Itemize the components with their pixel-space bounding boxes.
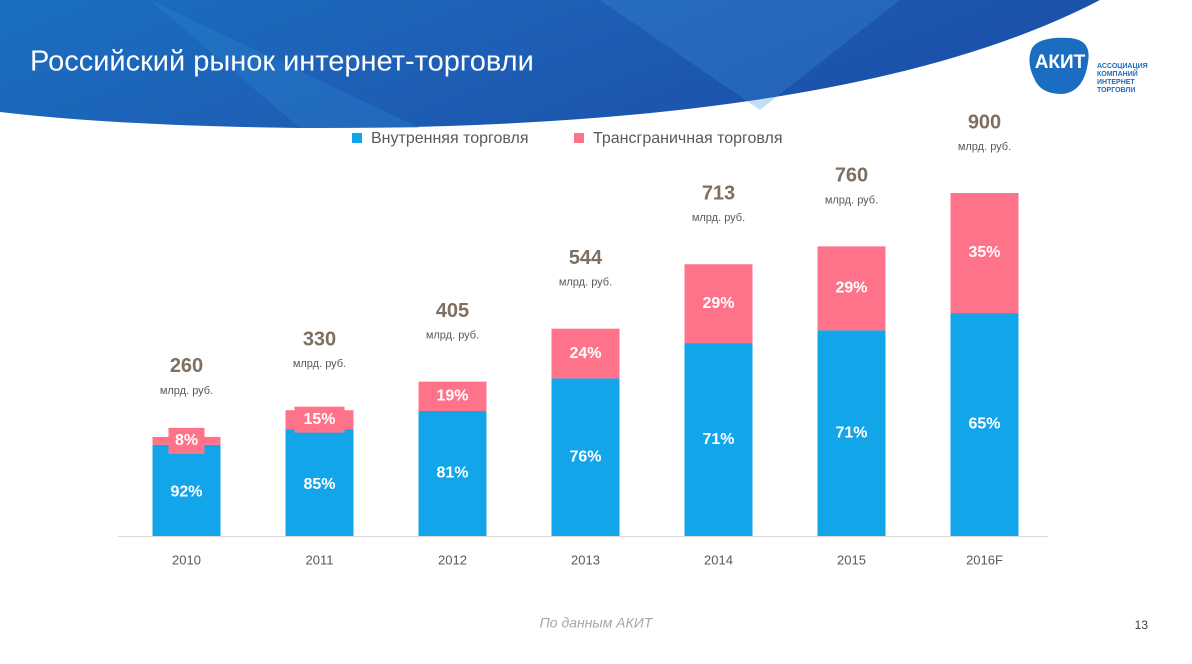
segment-label: 92% [170, 484, 202, 501]
bar-segment [950, 193, 1019, 314]
bar-segment [551, 378, 620, 536]
banner-facet [600, 0, 900, 110]
legend-swatch [352, 133, 362, 143]
x-tick-label: 2013 [571, 552, 600, 567]
segment-label: 8% [175, 432, 198, 449]
segment-label: 81% [436, 465, 468, 482]
logo-text: КОМПАНИЙ [1097, 69, 1138, 78]
banner-facet [150, 0, 420, 128]
segment-label: 71% [702, 431, 734, 448]
unit-label: млрд. руб. [559, 277, 612, 289]
label-box [168, 427, 205, 454]
bar-segment [684, 264, 753, 344]
segment-label: 35% [968, 244, 1000, 261]
total-label: 760 [835, 165, 868, 187]
bar-segment [551, 328, 620, 379]
bar-segment [418, 410, 487, 536]
total-label: 330 [303, 329, 336, 351]
total-label: 405 [436, 300, 469, 322]
unit-label: млрд. руб. [160, 385, 213, 397]
bar-segment [152, 444, 221, 536]
unit-label: млрд. руб. [692, 212, 745, 224]
x-tick-label: 2014 [704, 552, 733, 567]
unit-label: млрд. руб. [293, 358, 346, 370]
unit-label: млрд. руб. [825, 194, 878, 206]
x-tick-label: 2012 [438, 552, 467, 567]
segment-label: 29% [702, 295, 734, 312]
header-banner [0, 0, 1100, 129]
segment-label: 76% [569, 448, 601, 465]
x-tick-label: 2010 [172, 552, 201, 567]
bar-segment [817, 246, 886, 331]
x-tick-label: 2011 [306, 552, 334, 567]
legend-label: Внутренняя торговля [371, 130, 529, 147]
logo-text: АССОЦИАЦИЯ [1097, 63, 1148, 70]
label-box [427, 383, 478, 410]
logo-shape [1029, 37, 1089, 94]
logo-text: ТОРГОВЛИ [1097, 87, 1135, 94]
logo-text: ИНТЕРНЕТ [1097, 79, 1135, 86]
unit-label: млрд. руб. [426, 330, 479, 342]
bar-segment [950, 313, 1019, 536]
segment-label: 19% [436, 388, 468, 405]
total-label: 900 [968, 111, 1001, 133]
source-note: По данным АКИТ [540, 615, 654, 631]
bar-segment [684, 343, 753, 536]
segment-label: 85% [303, 476, 335, 493]
total-label: 544 [569, 247, 603, 269]
total-label: 260 [170, 355, 203, 377]
segment-label: 71% [835, 424, 867, 441]
bar-segment [285, 429, 354, 536]
slide-title: Российский рынок интернет-торговли [30, 46, 534, 78]
x-tick-label: 2016F [966, 552, 1003, 567]
segment-label: 29% [835, 280, 867, 297]
x-tick-label: 2015 [837, 552, 866, 567]
unit-label: млрд. руб. [958, 141, 1011, 153]
total-label: 713 [702, 183, 735, 205]
legend-label: Трансграничная торговля [593, 130, 783, 147]
bar-segment [817, 330, 886, 536]
logo-mark: АКИТ [1035, 52, 1086, 73]
segment-label: 24% [569, 345, 601, 362]
legend-swatch [574, 133, 584, 143]
segment-label: 65% [968, 416, 1000, 433]
page-number: 13 [1135, 618, 1149, 632]
label-box [294, 406, 345, 433]
segment-label: 15% [303, 411, 335, 428]
